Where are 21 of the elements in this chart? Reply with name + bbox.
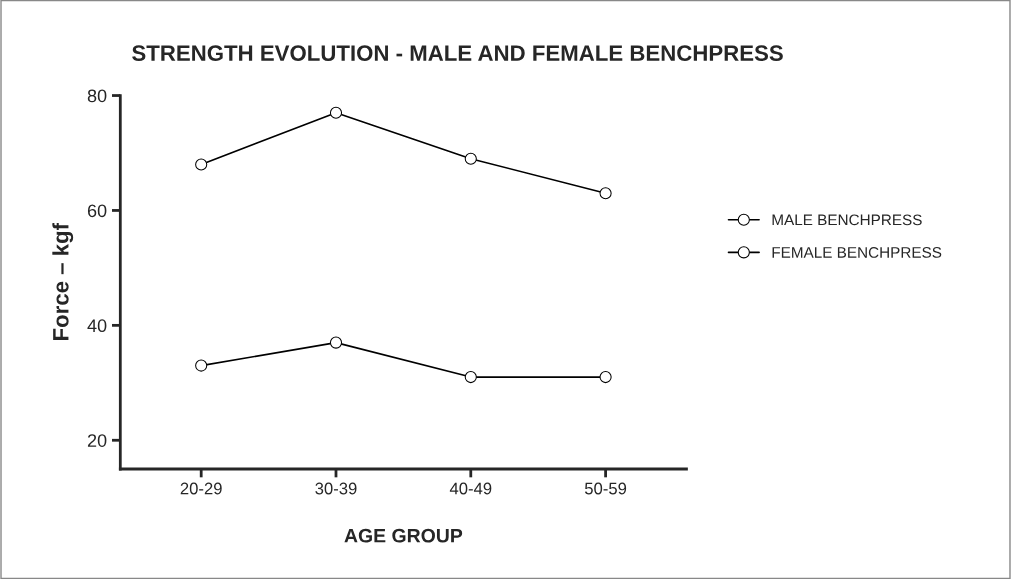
point	[329, 336, 343, 349]
y-tick-label: 20	[87, 434, 107, 447]
point	[195, 158, 208, 171]
y-tick-label: 60	[87, 204, 107, 218]
point	[464, 370, 477, 384]
chart-title: STRENGTH EVOLUTION - MALE AND FEMALE BENCHPRESS	[132, 45, 783, 62]
x-tick-label: 50-59	[584, 482, 627, 495]
y-axis-title: Force – kgf	[52, 222, 74, 341]
x-tick-label: 20-29	[180, 482, 222, 495]
x-tick-label: 40-49	[449, 482, 492, 495]
y-tick-label: 40	[87, 319, 107, 333]
legend-label: FEMALE BENCHPRESS	[772, 247, 942, 258]
y-tick-label: 80	[87, 89, 107, 103]
legend-label: MALE BENCHPRESS	[772, 214, 922, 226]
x-tick-label: 30-39	[315, 482, 357, 495]
x-axis-title: AGE GROUP	[344, 528, 463, 543]
point	[599, 187, 612, 200]
point	[599, 370, 612, 384]
point	[464, 152, 477, 165]
point	[195, 359, 208, 372]
point	[329, 106, 343, 119]
